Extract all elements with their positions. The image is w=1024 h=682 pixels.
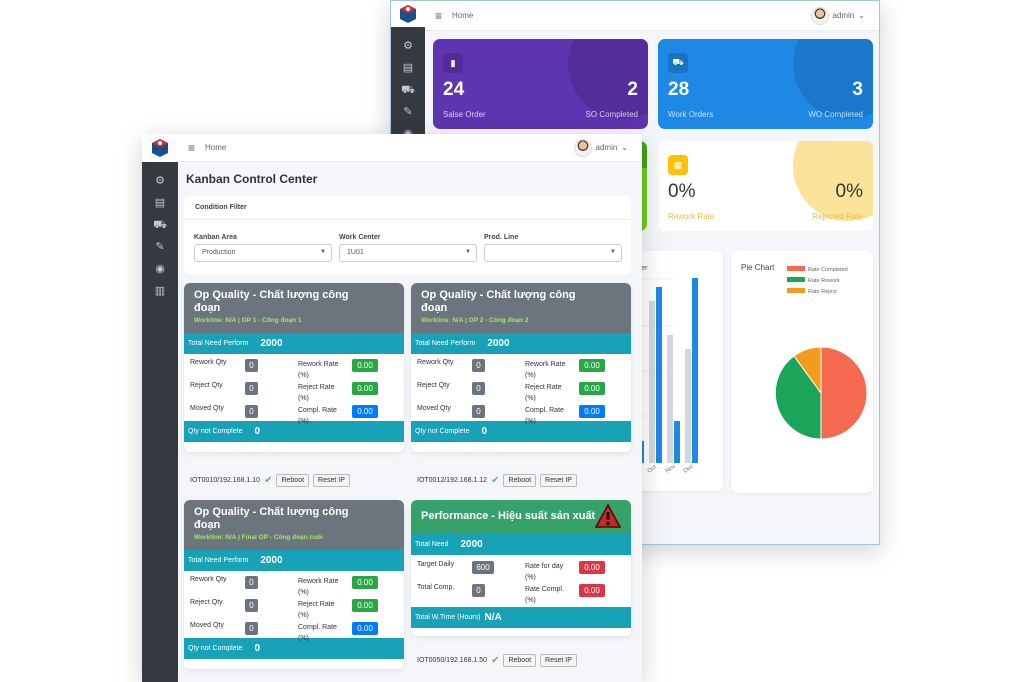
- truck-icon[interactable]: ⛟: [153, 219, 167, 231]
- kanban-area-select[interactable]: Production ▼: [194, 244, 332, 262]
- app-logo[interactable]: [391, 1, 425, 27]
- file-icon: ▮: [443, 53, 463, 73]
- svg-text:Nov: Nov: [665, 464, 677, 475]
- cogs-icon[interactable]: ⚙: [155, 175, 165, 187]
- breadcrumb-home[interactable]: Home: [452, 11, 474, 20]
- reboot-button[interactable]: Reboot: [503, 654, 537, 667]
- sidebar: ⚙ ▤ ⛟ ✎ ◉ ▥: [142, 134, 178, 682]
- svg-text:Dec: Dec: [683, 464, 695, 475]
- stat-card-work-orders[interactable]: ⛟ 28 3 Work Orders WO Completed: [658, 39, 873, 129]
- iot-device-row: IOT0012/192.168.1.12 ✔ Reboot Reset IP: [417, 474, 577, 487]
- dashboard-icon[interactable]: ◉: [155, 263, 165, 275]
- reset-ip-button[interactable]: Reset IP: [540, 474, 577, 487]
- chevron-down-icon: ▼: [320, 249, 326, 255]
- iot-device-row: IOT0050/192.168.1.50 ✔ Reboot Reset IP: [417, 654, 577, 667]
- edit-icon[interactable]: ✎: [155, 241, 165, 253]
- top-navbar: ≡ Home admin ⌄: [178, 134, 642, 162]
- performance-card: Performance - Hiệu suất sản xuất Total N…: [411, 500, 631, 636]
- edit-icon[interactable]: ✎: [403, 106, 413, 118]
- app-logo[interactable]: [142, 134, 178, 162]
- svg-text:Oct: Oct: [647, 464, 658, 474]
- truck-icon: ⛟: [668, 53, 688, 73]
- bar-chart-icon[interactable]: ▥: [154, 285, 166, 297]
- pie-chart-card: Pie Chart Rate Completed Rate Rework Rat…: [731, 251, 873, 493]
- kanban-card-final: Op Quality - Chất lượng công đoạn Worklin…: [184, 500, 404, 669]
- chevron-down-icon: ⌄: [858, 11, 865, 20]
- reboot-button[interactable]: Reboot: [276, 474, 310, 487]
- prod-line-select[interactable]: ▼: [484, 244, 622, 262]
- kanban-card-op1: Op Quality - Chất lượng công đoạn Worklin…: [184, 283, 404, 452]
- cogs-icon[interactable]: ⚙: [403, 40, 413, 52]
- avatar: [573, 138, 592, 157]
- check-icon: ✔: [491, 475, 500, 486]
- warning-icon: [595, 504, 621, 528]
- file-icon[interactable]: ▤: [402, 62, 414, 74]
- kanban-window: ⚙ ▤ ⛟ ✎ ◉ ▥ ≡ Home admin ⌄ Kanban Control…: [142, 134, 642, 682]
- stat-card-sales-order[interactable]: ▮ 24 2 Salse Order SO Completed: [433, 39, 648, 129]
- file-icon[interactable]: ▤: [154, 197, 166, 209]
- iot-device-row: IOT0010/192.168.1.10 ✔ Reboot Reset IP: [190, 474, 350, 487]
- menu-icon[interactable]: ≡: [435, 8, 443, 23]
- truck-icon[interactable]: ⛟: [401, 84, 415, 96]
- condition-filter: Condition Filter Kanban Area Production ▼…: [184, 196, 631, 274]
- chevron-down-icon: ▼: [610, 249, 616, 255]
- reboot-button[interactable]: Reboot: [503, 474, 537, 487]
- user-menu[interactable]: admin ⌄: [573, 138, 628, 157]
- avatar: [810, 6, 829, 25]
- reset-ip-button[interactable]: Reset IP: [313, 474, 350, 487]
- kanban-card-op2: Op Quality - Chất lượng công đoạn Worklin…: [411, 283, 631, 452]
- chevron-down-icon: ▼: [465, 249, 471, 255]
- chevron-down-icon: ⌄: [621, 143, 628, 152]
- reset-ip-button[interactable]: Reset IP: [540, 654, 577, 667]
- pie-chart: [774, 346, 868, 440]
- chart-icon: ▦: [668, 155, 688, 175]
- work-center-select[interactable]: 1U01 ▼: [339, 244, 477, 262]
- check-icon: ✔: [491, 655, 500, 666]
- check-icon: ✔: [264, 475, 273, 486]
- pie-legend: Rate Completed Rate Rework Rate Reject: [787, 265, 848, 298]
- stat-card-rates[interactable]: ▦ 0% 0% Rework Rate Rejected Rate: [658, 141, 873, 231]
- page-title: Kanban Control Center: [186, 172, 318, 186]
- top-navbar: ≡ Home admin ⌄: [425, 1, 879, 31]
- breadcrumb-home[interactable]: Home: [205, 143, 227, 152]
- menu-icon[interactable]: ≡: [188, 140, 196, 155]
- user-menu[interactable]: admin ⌄: [810, 6, 865, 25]
